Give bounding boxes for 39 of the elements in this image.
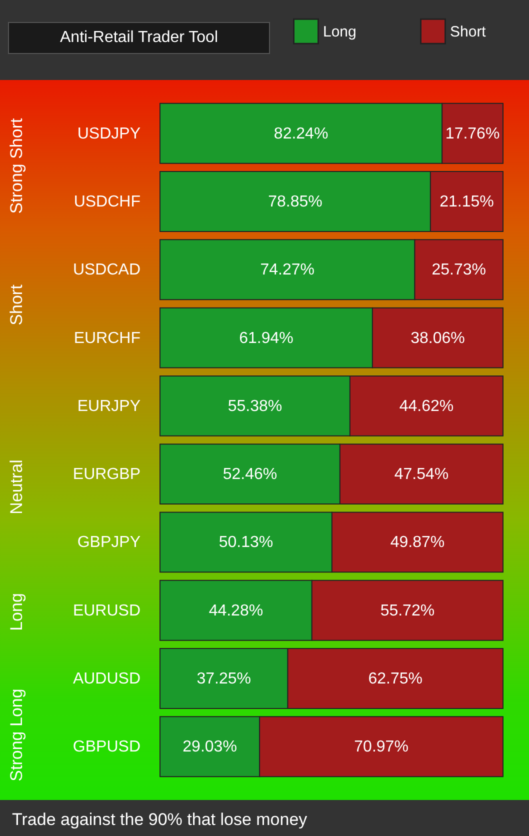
text: Long <box>7 593 27 631</box>
y-tick-label: USDCAD <box>72 262 140 279</box>
data-label: 29.03% <box>182 738 237 756</box>
data-label: 74.27% <box>260 262 315 279</box>
y-tick-label: EURGBP <box>72 466 140 484</box>
data-label: 61.94% <box>239 330 294 347</box>
y-tick-label: AUDUSD <box>72 670 140 688</box>
text: Strong Long <box>7 688 27 782</box>
legend-label: Short <box>450 23 487 40</box>
data-label: 37.25% <box>196 670 252 688</box>
data-label: 17.76% <box>445 125 500 142</box>
data-label: 44.62% <box>399 398 454 415</box>
data-label: 52.46% <box>222 466 278 484</box>
text: Neutral <box>7 460 27 514</box>
data-label: 50.13% <box>218 534 274 552</box>
data-label: 25.73% <box>432 262 486 279</box>
y-tick-label: GBPJPY <box>77 534 141 552</box>
data-label: 21.15% <box>440 194 494 211</box>
data-label: 47.54% <box>394 466 449 484</box>
data-label: 55.38% <box>228 398 282 415</box>
data-label: 62.75% <box>368 670 423 688</box>
y-tick-label: EURCHF <box>74 330 141 347</box>
text: Short <box>7 284 27 326</box>
text: Trade against the 90% that lose money <box>11 809 308 831</box>
data-label: 44.28% <box>208 602 264 620</box>
y-tick-label: USDCHF <box>74 194 141 211</box>
data-label: 49.87% <box>390 534 445 552</box>
data-label: 38.06% <box>410 330 465 347</box>
text: Strong Short <box>7 118 27 214</box>
data-label: 70.97% <box>354 738 408 756</box>
data-label: 82.24% <box>274 125 328 142</box>
data-label: 78.85% <box>268 194 322 211</box>
data-label: 55.72% <box>380 602 435 620</box>
y-tick-label: USDJPY <box>77 125 141 142</box>
y-tick-label: EURUSD <box>72 602 140 620</box>
y-tick-label: EURJPY <box>77 398 141 415</box>
y-tick-label: GBPUSD <box>72 738 140 756</box>
chart-title: Anti-Retail Trader Tool <box>8 22 270 54</box>
legend-label: Long <box>323 23 356 40</box>
